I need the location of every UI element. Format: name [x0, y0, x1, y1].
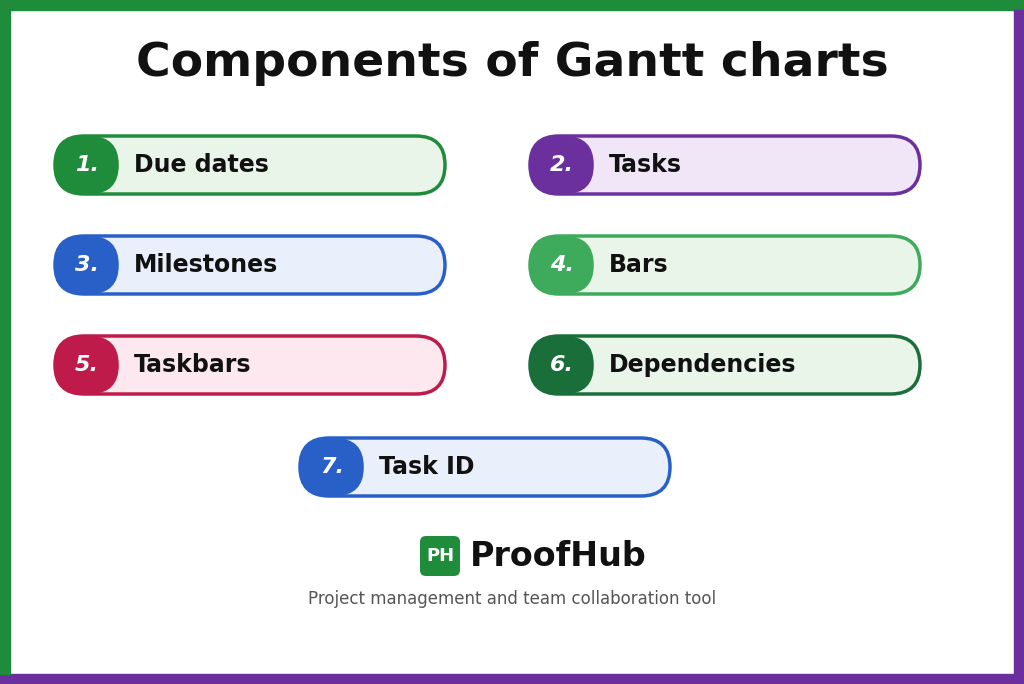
Text: Dependencies: Dependencies: [609, 353, 797, 377]
Text: 2.: 2.: [550, 155, 573, 175]
FancyBboxPatch shape: [420, 536, 460, 576]
Text: Task ID: Task ID: [379, 455, 474, 479]
FancyBboxPatch shape: [530, 336, 594, 394]
Bar: [0, 674, 1024, 684]
FancyBboxPatch shape: [55, 236, 445, 294]
Text: 5.: 5.: [75, 355, 99, 375]
Text: Tasks: Tasks: [609, 153, 682, 177]
Text: Components of Gantt charts: Components of Gantt charts: [135, 42, 889, 86]
FancyBboxPatch shape: [530, 136, 594, 194]
FancyBboxPatch shape: [530, 136, 920, 194]
Text: 4.: 4.: [550, 255, 573, 275]
FancyBboxPatch shape: [55, 336, 445, 394]
Text: Due dates: Due dates: [134, 153, 268, 177]
FancyBboxPatch shape: [530, 236, 920, 294]
Bar: [0, 0, 1024, 10]
FancyBboxPatch shape: [300, 438, 670, 496]
FancyBboxPatch shape: [530, 336, 920, 394]
Text: Taskbars: Taskbars: [134, 353, 251, 377]
Text: 1.: 1.: [75, 155, 99, 175]
FancyBboxPatch shape: [55, 236, 119, 294]
FancyBboxPatch shape: [55, 136, 119, 194]
Text: 6.: 6.: [550, 355, 573, 375]
FancyBboxPatch shape: [300, 438, 364, 496]
Text: ProofHub: ProofHub: [470, 540, 647, 573]
Bar: [0, 10, 10, 674]
Text: Bars: Bars: [609, 253, 669, 277]
FancyBboxPatch shape: [55, 336, 119, 394]
FancyBboxPatch shape: [55, 136, 445, 194]
Text: 3.: 3.: [75, 255, 99, 275]
Text: 7.: 7.: [319, 457, 344, 477]
Text: Milestones: Milestones: [134, 253, 279, 277]
Bar: [1014, 10, 1024, 674]
Text: Project management and team collaboration tool: Project management and team collaboratio…: [308, 590, 716, 608]
Text: PH: PH: [426, 547, 454, 565]
FancyBboxPatch shape: [530, 236, 594, 294]
